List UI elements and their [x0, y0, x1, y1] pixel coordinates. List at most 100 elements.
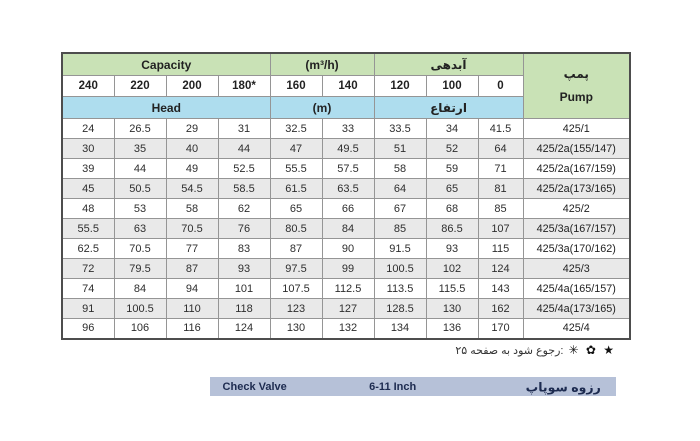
head-value-cell: 84 [113, 278, 167, 299]
head-value-cell: 57.5 [321, 158, 375, 179]
footnote-text: :رجوع شود به صفحه ۲۵ [455, 344, 564, 357]
pump-model-cell: 425/3 [522, 258, 631, 279]
head-value-cell: 30 [61, 138, 115, 159]
head-value-cell: 100.5 [373, 258, 427, 279]
head-value-cell: 124 [217, 318, 271, 339]
head-value-cell: 62 [217, 198, 271, 219]
head-value-cell: 97.5 [269, 258, 323, 279]
head-value-cell: 29 [165, 118, 219, 139]
head-value-cell: 110 [165, 298, 219, 319]
head-value-cell: 67 [373, 198, 427, 219]
head-value-cell: 85 [477, 198, 524, 219]
column-header: 220 [113, 75, 167, 97]
head-value-cell: 93 [217, 258, 271, 279]
head-value-cell: 72 [61, 258, 115, 279]
head-value-cell: 128.5 [373, 298, 427, 319]
head-value-cell: 65 [269, 198, 323, 219]
head-value-cell: 118 [217, 298, 271, 319]
head-value-cell: 90 [321, 238, 375, 259]
head-value-cell: 77 [165, 238, 219, 259]
pump-model-cell: 425/2a(173/165) [522, 178, 631, 199]
pump-model-cell: 425/2 [522, 198, 631, 219]
head-value-cell: 58.5 [217, 178, 271, 199]
column-header: 180* [217, 75, 271, 97]
table-row: 39 44 49 52.5 55.5 57.5 58 59 71 425/2a(167/159) [61, 158, 631, 179]
head-value-cell: 31 [217, 118, 271, 139]
head-value-cell: 44 [113, 158, 167, 179]
pump-model-cell: 425/3a(170/162) [522, 238, 631, 259]
head-value-cell: 54.5 [165, 178, 219, 199]
head-value-cell: 59 [425, 158, 479, 179]
head-label-fa: ارتفاع [373, 96, 524, 119]
head-value-cell: 130 [425, 298, 479, 319]
head-value-cell: 71 [477, 158, 524, 179]
head-value-cell: 48 [61, 198, 115, 219]
flow-values-row: 240 220 200 180* 160 140 120 100 0 [61, 75, 630, 97]
head-value-cell: 50.5 [113, 178, 167, 199]
head-value-cell: 107.5 [269, 278, 323, 299]
head-value-cell: 47 [269, 138, 323, 159]
head-value-cell: 66 [321, 198, 375, 219]
head-value-cell: 41.5 [477, 118, 524, 139]
head-value-cell: 136 [425, 318, 479, 339]
head-value-cell: 63.5 [321, 178, 375, 199]
table-row: 91 100.5 110 118 123 127 128.5 130 162 425/4a(173… [61, 298, 631, 319]
head-value-cell: 44 [217, 138, 271, 159]
table-row: 30 35 40 44 47 49.5 51 52 64 425/2a(155/147) [61, 138, 631, 159]
head-value-cell: 55.5 [269, 158, 323, 179]
capacity-label-fa: آبدهی [373, 52, 524, 76]
head-value-cell: 113.5 [373, 278, 427, 299]
head-value-cell: 39 [61, 158, 115, 179]
head-value-cell: 45 [61, 178, 115, 199]
head-value-cell: 65 [425, 178, 479, 199]
pump-capacity-table: Capacity (m³/h) آبدهی پمپ Pump 240 220 2… [61, 52, 631, 340]
head-value-cell: 55.5 [61, 218, 115, 239]
head-value-cell: 87 [269, 238, 323, 259]
footnote: ★ ✿ ✳ :رجوع شود به صفحه ۲۵ [455, 343, 616, 357]
head-value-cell: 63 [113, 218, 167, 239]
head-value-cell: 93 [425, 238, 479, 259]
head-value-cell: 170 [477, 318, 524, 339]
check-valve-label-fa: رزوه سوپاپ [525, 380, 601, 394]
head-value-cell: 115.5 [425, 278, 479, 299]
head-value-cell: 134 [373, 318, 427, 339]
head-value-cell: 26.5 [113, 118, 167, 139]
head-value-cell: 132 [321, 318, 375, 339]
head-value-cell: 53 [113, 198, 167, 219]
head-value-cell: 51 [373, 138, 427, 159]
pump-label-en: Pump [559, 90, 593, 104]
head-value-cell: 101 [217, 278, 271, 299]
head-value-cell: 100.5 [113, 298, 167, 319]
head-value-cell: 79.5 [113, 258, 167, 279]
size-range-label: 6-11 Inch [369, 380, 417, 393]
head-value-cell: 58 [373, 158, 427, 179]
capacity-header-row: Capacity (m³/h) آبدهی پمپ Pump [61, 52, 631, 119]
head-value-cell: 61.5 [269, 178, 323, 199]
column-header: 140 [321, 75, 375, 97]
head-value-cell: 127 [321, 298, 375, 319]
head-value-cell: 64 [373, 178, 427, 199]
head-value-cell: 124 [477, 258, 524, 279]
column-header: 0 [477, 75, 524, 97]
head-value-cell: 115 [477, 238, 524, 259]
head-value-cell: 91 [61, 298, 115, 319]
head-value-cell: 34 [425, 118, 479, 139]
head-value-cell: 49.5 [321, 138, 375, 159]
column-header: 100 [425, 75, 479, 97]
head-value-cell: 112.5 [321, 278, 375, 299]
head-value-cell: 40 [165, 138, 219, 159]
head-value-cell: 33.5 [373, 118, 427, 139]
head-value-cell: 24 [61, 118, 115, 139]
head-value-cell: 58 [165, 198, 219, 219]
head-value-cell: 130 [269, 318, 323, 339]
table-row: 74 84 94 101 107.5 112.5 113.5 115.5 143 425/4a(1… [61, 278, 631, 299]
head-value-cell: 49 [165, 158, 219, 179]
column-header: 200 [165, 75, 219, 97]
head-value-cell: 35 [113, 138, 167, 159]
head-value-cell: 99 [321, 258, 375, 279]
table-row: 48 53 58 62 65 66 67 68 85 425/2 [61, 198, 631, 219]
pump-model-cell: 425/2a(155/147) [522, 138, 631, 159]
pump-model-cell: 425/1 [522, 118, 631, 139]
footnote-symbols: ★ ✿ ✳ [568, 343, 616, 357]
head-value-cell: 52 [425, 138, 479, 159]
